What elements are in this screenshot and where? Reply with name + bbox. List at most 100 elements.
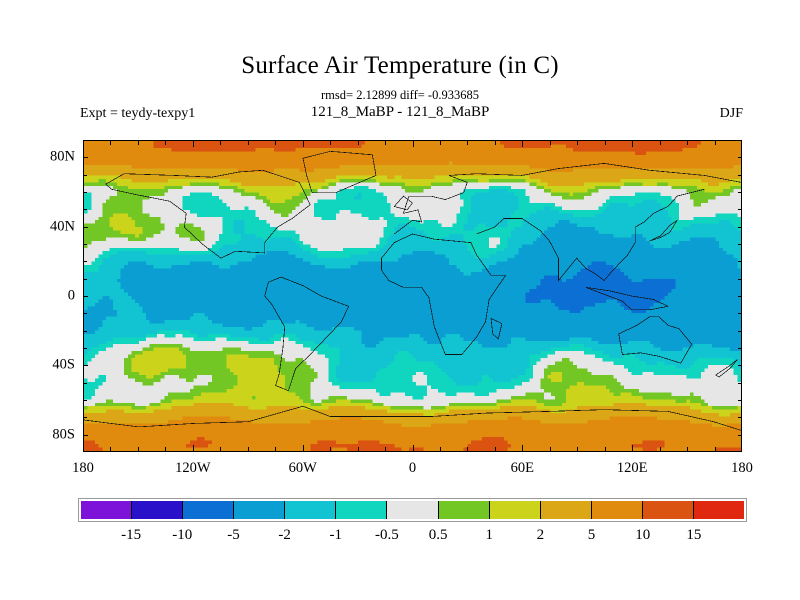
colorbar-cell (438, 501, 490, 519)
season-label: DJF (719, 106, 743, 121)
x-axis-tick (413, 140, 414, 147)
y-axis-minor-tick (83, 227, 87, 228)
y-axis-minor-tick (83, 400, 87, 401)
x-axis-tick (248, 447, 249, 452)
y-axis-minor-tick (83, 175, 87, 176)
y-axis-minor-tick (83, 383, 87, 384)
y-axis-minor-tick (83, 365, 87, 366)
colorbar-cell (183, 501, 235, 519)
x-axis-tick (522, 445, 523, 452)
colorbar-cell (387, 501, 439, 519)
x-axis-tick (138, 447, 139, 452)
x-axis-tick (632, 445, 633, 452)
page-title: Surface Air Temperature (in C) (241, 52, 559, 79)
x-axis-tick (495, 140, 496, 145)
x-axis-label: 120E (616, 460, 648, 476)
x-axis-tick (248, 140, 249, 145)
y-axis-minor-tick (83, 313, 87, 314)
x-axis-tick (577, 447, 578, 452)
colorbar-tick-label: -5 (227, 527, 240, 543)
x-axis-tick (385, 140, 386, 145)
x-axis-tick (220, 447, 221, 452)
colorbar-cell (693, 501, 745, 519)
colorbar-tick-label: -1 (329, 527, 343, 543)
x-axis-label: 60E (510, 460, 534, 476)
y-axis-minor-tick (738, 400, 742, 401)
x-axis-tick (440, 140, 441, 145)
x-axis-tick (715, 447, 716, 452)
y-axis-minor-tick (83, 417, 87, 418)
x-axis-tick (358, 447, 359, 452)
colorbar (78, 498, 747, 522)
y-axis-minor-tick (83, 348, 87, 349)
x-axis-tick (303, 140, 304, 147)
y-axis-minor-tick (738, 192, 742, 193)
colorbar-cell (81, 501, 133, 519)
colorbar-tick-label: -2 (278, 527, 291, 543)
x-axis-tick (522, 140, 523, 147)
x-axis-tick (330, 140, 331, 145)
y-axis-minor-tick (738, 244, 742, 245)
x-axis-tick (495, 447, 496, 452)
colorbar-tick-label: 15 (686, 527, 702, 543)
x-axis-tick (110, 140, 111, 145)
colorbar-tick-label: -15 (121, 527, 142, 543)
y-axis-minor-tick (83, 157, 87, 158)
x-axis-tick (741, 445, 742, 452)
colorbar-cell (540, 501, 592, 519)
x-axis-tick (467, 140, 468, 145)
y-axis-minor-tick (738, 227, 742, 228)
x-axis-tick (687, 447, 688, 452)
colorbar-cell (336, 501, 388, 519)
map-plot-area (83, 140, 742, 452)
y-axis-minor-tick (738, 331, 742, 332)
x-axis-tick (193, 140, 194, 147)
colorbar-cell (132, 501, 184, 519)
y-axis-minor-tick (738, 417, 742, 418)
x-axis-label: 60W (288, 460, 317, 476)
experiment-label: Expt = teydy-texpy1 (80, 106, 196, 121)
y-axis-minor-tick (738, 296, 742, 297)
x-axis-label: 120W (175, 460, 211, 476)
y-axis-minor-tick (83, 261, 87, 262)
temperature-anomaly-map (84, 141, 741, 451)
y-axis-minor-tick (83, 279, 87, 280)
y-axis-minor-tick (83, 209, 87, 210)
y-axis-minor-tick (83, 331, 87, 332)
colorbar-tick-label: 0.5 (428, 527, 448, 543)
x-axis-tick (165, 447, 166, 452)
colorbar-strip (81, 501, 745, 519)
colorbar-tick-label: -10 (172, 527, 193, 543)
colorbar-cell (591, 501, 643, 519)
y-axis-minor-tick (83, 192, 87, 193)
y-axis-minor-tick (738, 157, 742, 158)
y-axis-minor-tick (738, 261, 742, 262)
y-axis-minor-tick (738, 383, 742, 384)
x-axis-tick (741, 140, 742, 147)
x-axis-tick (413, 445, 414, 452)
x-axis-tick (275, 140, 276, 145)
y-axis-minor-tick (738, 365, 742, 366)
x-axis-tick (632, 140, 633, 147)
y-axis-minor-tick (738, 435, 742, 436)
y-axis-minor-tick (83, 296, 87, 297)
y-axis-minor-tick (738, 209, 742, 210)
x-axis-tick (467, 447, 468, 452)
x-axis-tick (138, 140, 139, 145)
x-axis-tick (687, 140, 688, 145)
x-axis-tick (83, 445, 84, 452)
x-axis-tick (577, 140, 578, 145)
x-axis-tick (715, 140, 716, 145)
y-axis-minor-tick (738, 279, 742, 280)
case-comparison-label: 121_8_MaBP - 121_8_MaBP (310, 104, 490, 120)
y-axis-label: 40N (50, 218, 75, 235)
x-axis-tick (660, 447, 661, 452)
x-axis-tick (358, 140, 359, 145)
statistics-annotation: rmsd= 2.12899 diff= -0.933685 (321, 88, 479, 102)
colorbar-cell (285, 501, 337, 519)
x-axis-tick (330, 447, 331, 452)
x-axis-tick (660, 140, 661, 145)
y-axis-minor-tick (738, 175, 742, 176)
colorbar-tick-label: 10 (635, 527, 651, 543)
